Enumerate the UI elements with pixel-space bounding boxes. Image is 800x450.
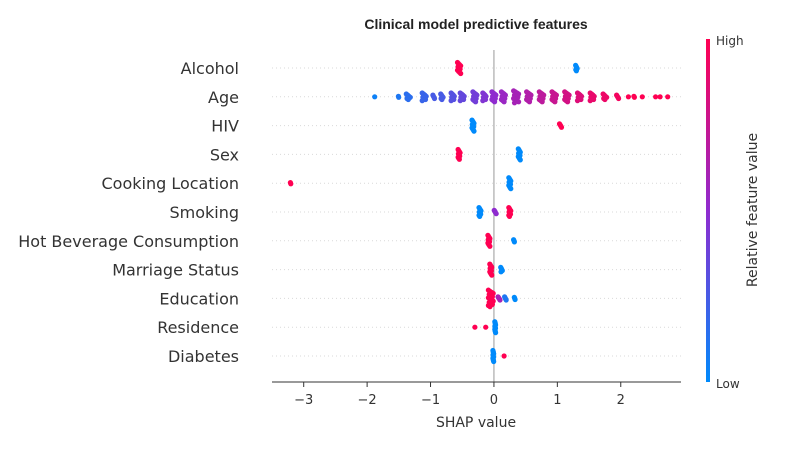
feature-label: Hot Beverage Consumption xyxy=(18,232,239,251)
shap-point xyxy=(602,96,608,103)
shap-point xyxy=(506,213,513,219)
x-tick-label: 0 xyxy=(490,393,498,408)
shap-point xyxy=(458,70,464,77)
shap-point xyxy=(565,99,571,105)
shap-point xyxy=(526,99,533,105)
shap-point xyxy=(631,94,638,100)
shap-point xyxy=(439,96,445,103)
shap-point xyxy=(492,99,498,105)
shap-point xyxy=(511,239,517,245)
shap-point xyxy=(489,272,495,278)
shap-point xyxy=(552,99,558,105)
shap-point xyxy=(457,98,463,104)
shap-point xyxy=(477,213,483,219)
shap-point xyxy=(483,324,489,330)
shap-point xyxy=(616,95,622,102)
shap-point xyxy=(472,324,478,330)
shap-point xyxy=(512,296,518,303)
feature-label: Cooking Location xyxy=(101,174,239,193)
shap-point xyxy=(288,181,294,187)
feature-label: Alcohol xyxy=(181,59,239,78)
shap-point xyxy=(405,96,411,103)
row-gridlines xyxy=(272,67,681,357)
shap-point xyxy=(657,94,663,100)
colorbar-label: Relative feature value xyxy=(745,133,761,287)
colorbar: High Low Relative feature value xyxy=(706,34,761,391)
x-tick-label: −1 xyxy=(421,393,440,408)
shap-point xyxy=(517,157,523,163)
shap-point xyxy=(471,128,477,134)
colorbar-high-label: High xyxy=(716,34,744,48)
feature-label: Age xyxy=(208,88,239,107)
shap-point xyxy=(456,156,462,162)
colorbar-low-label: Low xyxy=(716,377,740,391)
shap-point xyxy=(573,68,580,74)
shap-point xyxy=(498,269,504,275)
shap-point xyxy=(653,94,659,100)
shap-point xyxy=(574,98,581,104)
shap-point xyxy=(473,99,479,105)
shap-point xyxy=(487,243,493,249)
shap-point xyxy=(516,99,522,105)
feature-label: HIV xyxy=(211,117,239,136)
feature-label: Education xyxy=(159,289,239,308)
feature-label: Residence xyxy=(157,318,239,337)
shap-point xyxy=(508,186,514,192)
shap-point xyxy=(493,330,499,336)
feature-label: Sex xyxy=(210,145,239,164)
shap-point xyxy=(639,94,645,100)
feature-label: Smoking xyxy=(169,203,239,222)
x-tick-label: −3 xyxy=(294,393,313,408)
shap-point xyxy=(493,211,499,217)
shap-point xyxy=(625,94,632,100)
shap-point xyxy=(665,94,671,100)
shap-point xyxy=(558,124,565,130)
shap-point xyxy=(511,100,518,106)
shap-point xyxy=(419,98,425,104)
shap-point xyxy=(587,98,593,104)
shap-point xyxy=(448,98,454,104)
shap-point xyxy=(501,99,507,105)
shap-points xyxy=(287,59,671,365)
x-tick-label: 2 xyxy=(617,393,625,408)
x-axis: −3 −2 −1 0 1 2 xyxy=(272,381,681,408)
x-tick-label: 1 xyxy=(553,393,561,408)
shap-point xyxy=(487,304,493,310)
shap-point xyxy=(372,94,378,100)
shap-point xyxy=(501,353,507,359)
chart-title: Clinical model predictive features xyxy=(364,16,588,32)
shap-point xyxy=(539,99,545,105)
x-tick-label: −2 xyxy=(358,393,377,408)
shap-point xyxy=(491,358,497,365)
feature-labels: Alcohol Age HIV Sex Cooking Location Smoking H… xyxy=(18,59,239,366)
shap-point xyxy=(503,297,509,303)
shap-point xyxy=(396,94,402,100)
feature-label: Diabetes xyxy=(168,347,239,366)
x-axis-label: SHAP value xyxy=(436,415,516,431)
shap-point xyxy=(497,297,503,303)
shap-point xyxy=(480,98,486,104)
colorbar-gradient xyxy=(706,39,710,382)
feature-label: Marriage Status xyxy=(112,261,239,280)
shap-point xyxy=(431,95,438,102)
